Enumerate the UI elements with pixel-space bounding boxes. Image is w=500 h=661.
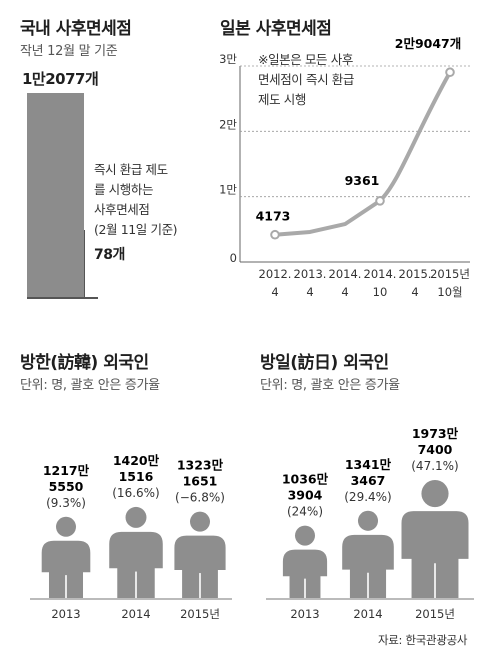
korea-visitors-subtitle: 단위: 명, 괄호 안은 증가율 <box>20 378 160 393</box>
x-tick-label: 2015년 <box>430 267 470 281</box>
category-label: 2013 <box>51 607 80 621</box>
x-tick-label: 10 <box>373 285 388 299</box>
person-head <box>56 516 76 537</box>
person-icon <box>401 480 469 598</box>
x-tick-label: 2012. <box>259 267 292 281</box>
category-label: 2014 <box>121 607 150 621</box>
x-tick-label: 4 <box>306 285 313 299</box>
domestic-title: 국내 사후면세점 <box>20 19 132 39</box>
person-head <box>125 506 147 528</box>
bar-value-label: 1420만 <box>113 453 160 468</box>
category-label: 2015년 <box>180 607 220 621</box>
x-tick-label: 2014. <box>329 267 362 281</box>
domestic-refund-note: 즉시 환급 제도 를 시행하는 사후면세점 (2월 11일 기준) <box>94 160 178 240</box>
data-point <box>445 67 455 78</box>
person-head <box>190 511 210 532</box>
annotation-line: 면세점이 즉시 환급 <box>258 72 354 87</box>
person-icon <box>41 516 91 598</box>
y-tick-label: 1만 <box>219 183 237 197</box>
source-note: 자료: 한국관광공사 <box>378 633 468 647</box>
growth-label: (47.1%) <box>411 459 458 473</box>
data-point <box>375 196 385 206</box>
note-line: 사후면세점 <box>94 202 150 217</box>
x-tick-label: 10월 <box>437 285 462 299</box>
person-head <box>295 525 315 546</box>
data-label: 4173 <box>256 209 291 224</box>
x-tick-label: 2013. <box>294 267 327 281</box>
y-tick-label: 2만 <box>219 117 237 131</box>
category-label: 2014 <box>353 607 382 621</box>
bar-value-label: 1217만 <box>43 463 90 478</box>
category-label: 2013 <box>290 607 319 621</box>
domestic-connector <box>84 230 85 297</box>
note-line: (2월 11일 기준) <box>94 222 178 237</box>
domestic-baseline <box>27 297 84 299</box>
growth-label: (16.6%) <box>112 486 159 500</box>
japan-visitors-subtitle: 단위: 명, 괄호 안은 증가율 <box>260 378 400 393</box>
bar-value-label: 1323만 <box>177 458 224 473</box>
korea-visitors-title: 방한(訪韓) 외국인 <box>20 353 149 373</box>
bar-value-label: 1036만 <box>282 472 329 487</box>
person-body <box>282 549 328 598</box>
note-line: 를 시행하는 <box>94 182 154 197</box>
note-line: 즉시 환급 제도 <box>94 162 168 177</box>
domestic-refund-bar <box>84 297 98 299</box>
annotation-line: ※일본은 모든 사후 <box>258 52 353 67</box>
japan-visitors-title: 방일(訪日) 외국인 <box>260 353 389 373</box>
person-icon <box>342 510 394 598</box>
x-tick-label: 4 <box>341 285 348 299</box>
data-label: 2만9047개 <box>395 36 462 51</box>
category-label: 2015년 <box>415 607 455 621</box>
data-point <box>270 229 280 240</box>
person-body <box>174 535 226 598</box>
person-icon <box>109 506 163 598</box>
domestic-total-label: 1만2077개 <box>22 70 99 88</box>
person-body <box>342 534 394 598</box>
data-label: 9361 <box>345 173 380 188</box>
bar-value-label: 3904 <box>288 488 323 503</box>
y-tick-label: 0 <box>230 251 237 265</box>
growth-label: (−6.8%) <box>175 491 225 505</box>
domestic-subtitle: 작년 12월 말 기준 <box>20 44 118 59</box>
bar-value-label: 3467 <box>351 473 386 488</box>
bar-value-label: 1651 <box>183 474 218 489</box>
person-head <box>421 480 449 508</box>
growth-label: (29.4%) <box>344 490 391 504</box>
japan-shops-title: 일본 사후면세점 <box>220 19 332 39</box>
person-body <box>41 540 91 598</box>
domestic-refund-label: 78개 <box>94 247 125 263</box>
bar-value-label: 7400 <box>418 442 453 457</box>
x-tick-label: 4 <box>271 285 278 299</box>
x-tick-label: 2015. <box>399 267 432 281</box>
japan-annotation: ※일본은 모든 사후 면세점이 즉시 환급 제도 시행 <box>258 50 354 110</box>
bar-value-label: 1341만 <box>345 457 392 472</box>
bar-value-label: 1973만 <box>412 426 459 441</box>
y-tick-label: 3만 <box>219 52 237 66</box>
person-body <box>401 511 469 598</box>
x-tick-label: 2014. <box>364 267 397 281</box>
bar-value-label: 5550 <box>49 479 84 494</box>
person-icon <box>282 525 328 598</box>
person-head <box>357 510 379 531</box>
person-icon <box>174 511 226 598</box>
growth-label: (24%) <box>287 505 323 519</box>
growth-label: (9.3%) <box>46 496 86 510</box>
x-tick-label: 4 <box>411 285 418 299</box>
bar-value-label: 1516 <box>119 469 154 484</box>
person-body <box>109 531 163 598</box>
annotation-line: 제도 시행 <box>258 92 306 107</box>
domestic-total-bar <box>27 93 84 297</box>
